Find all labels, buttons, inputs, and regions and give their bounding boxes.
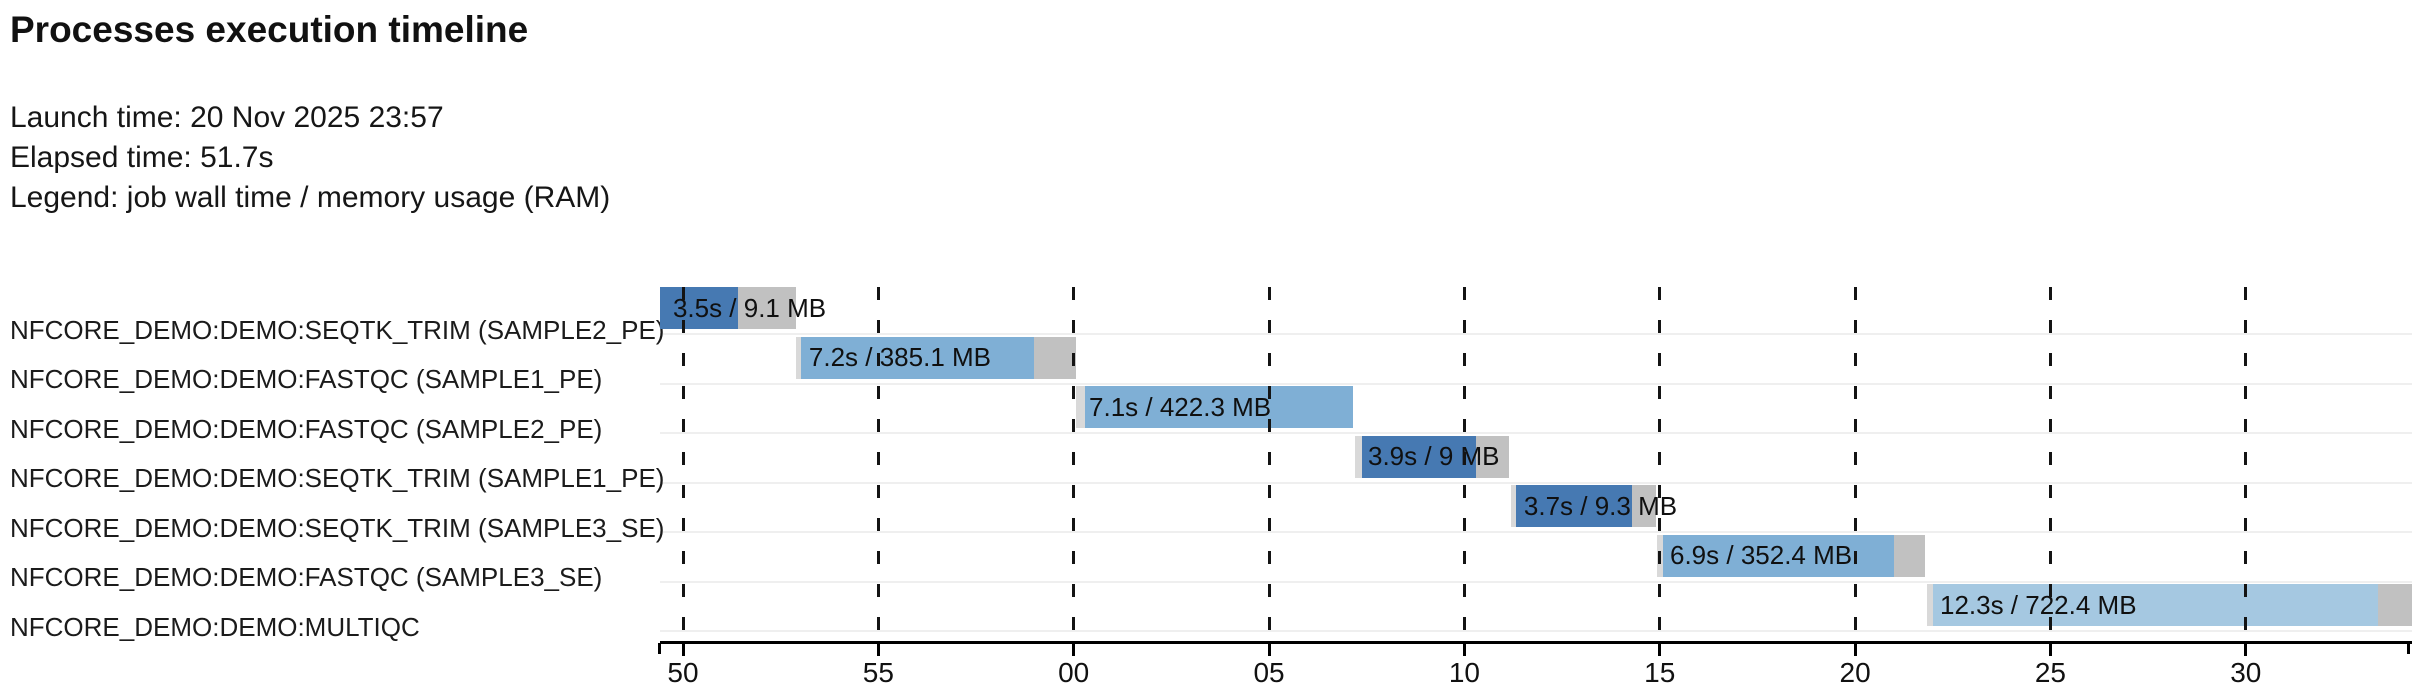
- process-label: NFCORE_DEMO:DEMO:FASTQC (SAMPLE3_SE): [10, 562, 603, 593]
- bar-main-segment: [1362, 435, 1477, 478]
- bar-tail-segment: [1476, 435, 1509, 478]
- bar-value-label: 3.5s / 9.1 MB: [672, 292, 827, 323]
- bar-lead-segment: [1926, 584, 1933, 627]
- process-label: NFCORE_DEMO:DEMO:FASTQC (SAMPLE1_PE): [10, 364, 603, 395]
- row-separator: [659, 333, 2412, 335]
- gridline: [1658, 287, 1662, 641]
- bar-lead-segment: [795, 336, 801, 379]
- axis-tick-label: 15: [1644, 657, 1676, 688]
- axis-tick-label: 10: [1448, 657, 1480, 688]
- bar-tail-segment: [738, 287, 796, 329]
- axis-tick: [1462, 643, 1466, 656]
- bar-value-label: 7.1s / 422.3 MB: [1089, 391, 1272, 422]
- row-separator: [659, 432, 2412, 435]
- axis-end-tick: [2407, 643, 2411, 654]
- x-axis-line: [659, 641, 2412, 644]
- axis-tick-label: 05: [1253, 657, 1285, 688]
- task-bar: 7.1s / 422.3 MB: [1076, 386, 1354, 429]
- process-label: NFCORE_DEMO:DEMO:SEQTK_TRIM (SAMPLE1_PE): [10, 463, 665, 494]
- bar-main-segment: [1515, 485, 1632, 528]
- bar-value-label: 3.9s / 9 MB: [1368, 441, 1500, 472]
- task-bar: 7.2s / 385.1 MB: [795, 336, 1077, 379]
- axis-tick: [876, 643, 880, 656]
- bar-lead-segment: [1510, 485, 1516, 528]
- bar-main-segment: [1932, 584, 2378, 627]
- axis-tick-label: 25: [2034, 657, 2067, 688]
- bar-tail-segment: [1033, 336, 1077, 379]
- page-title: Processes execution timeline: [10, 9, 529, 50]
- axis-tick-label: 00: [1058, 657, 1090, 688]
- process-label: NFCORE_DEMO:DEMO:SEQTK_TRIM (SAMPLE2_PE): [10, 314, 665, 345]
- axis-tick-label: 20: [1839, 657, 1871, 688]
- bar-main-segment: [800, 336, 1034, 379]
- axis-tick: [1267, 643, 1271, 656]
- row-separator: [659, 382, 2412, 385]
- row-separator: [659, 531, 2412, 534]
- axis-tick: [1072, 643, 1076, 656]
- bar-tail-segment: [1893, 534, 1926, 577]
- axis-tick: [2244, 643, 2248, 656]
- elapsed-time-text: Elapsed time: 51.7s: [10, 141, 274, 174]
- report-header: Processes execution timeline: [10, 8, 528, 52]
- row-separator: [659, 630, 2412, 633]
- bar-value-label: 3.7s / 9.3 MB: [1523, 490, 1678, 521]
- task-bar: 6.9s / 352.4 MB: [1657, 534, 1926, 577]
- bar-lead-segment: [1076, 386, 1086, 429]
- legend-text: Legend: job wall time / memory usage (RA…: [10, 181, 611, 214]
- bar-value-label: 7.2s / 385.1 MB: [808, 342, 992, 373]
- bar-value-label: 6.9s / 352.4 MB: [1670, 540, 1853, 571]
- axis-tick-label: 50: [667, 657, 699, 688]
- bar-main-segment: [659, 287, 739, 329]
- task-bar: 3.7s / 9.3 MB: [1510, 485, 1677, 528]
- axis-tick-label: 55: [862, 657, 894, 688]
- axis-tick-label: 30: [2230, 657, 2262, 688]
- bar-value-label: 12.3s / 722.4 MB: [1939, 589, 2137, 620]
- run-metadata: Launch time: 20 Nov 2025 23:57 Elapsed t…: [10, 98, 610, 218]
- task-bar: 3.5s / 9.1 MB: [659, 287, 826, 329]
- gridline: [2048, 287, 2052, 641]
- bar-tail-segment: [2377, 584, 2412, 627]
- launch-time-text: Launch time: 20 Nov 2025 23:57: [10, 101, 444, 134]
- process-label: NFCORE_DEMO:DEMO:MULTIQC: [10, 611, 420, 642]
- gridline: [681, 287, 685, 641]
- process-label: NFCORE_DEMO:DEMO:SEQTK_TRIM (SAMPLE3_SE): [10, 512, 665, 543]
- gridline: [1072, 287, 1076, 641]
- gridline: [1853, 287, 1857, 641]
- bar-tail-segment: [1632, 485, 1656, 528]
- axis-tick: [2048, 643, 2052, 656]
- process-label: NFCORE_DEMO:DEMO:FASTQC (SAMPLE2_PE): [10, 413, 603, 444]
- gridline: [876, 287, 880, 641]
- row-separator: [659, 481, 2412, 484]
- task-bar: 3.9s / 9 MB: [1355, 435, 1509, 478]
- gridline: [1462, 287, 1466, 641]
- axis-tick: [1658, 643, 1662, 656]
- task-bar: 12.3s / 722.4 MB: [1926, 584, 2412, 627]
- row-separator: [659, 580, 2412, 583]
- gridline: [2244, 287, 2248, 641]
- axis-end-tick: [658, 643, 662, 654]
- gridline: [1267, 287, 1271, 641]
- axis-tick: [1853, 643, 1857, 656]
- bar-main-segment: [1085, 386, 1354, 429]
- bar-lead-segment: [1355, 435, 1363, 478]
- axis-tick: [681, 643, 685, 656]
